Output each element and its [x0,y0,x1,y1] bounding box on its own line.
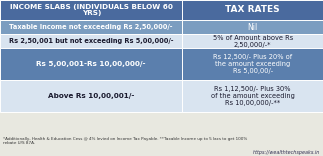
Text: Rs 2,50,001 but not exceeding Rs 5,00,000/-: Rs 2,50,001 but not exceeding Rs 5,00,00… [9,38,173,44]
Text: INCOME SLABS (INDIVIDUALS BELOW 60
YRS): INCOME SLABS (INDIVIDUALS BELOW 60 YRS) [10,3,173,17]
Text: https://wealthtechspeaks.in: https://wealthtechspeaks.in [252,150,320,155]
Text: Taxable Income not exceeding Rs 2,50,000/-: Taxable Income not exceeding Rs 2,50,000… [9,24,173,30]
Bar [0,48,182,80]
Text: Rs 1,12,500/- Plus 30%
of the amount exceeding
Rs 10,00,000/-**: Rs 1,12,500/- Plus 30% of the amount exc… [211,86,295,106]
Text: Rs 5,00,001-Rs 10,00,000/-: Rs 5,00,001-Rs 10,00,000/- [36,61,146,67]
Bar [182,0,323,20]
Text: Nil: Nil [248,22,258,32]
Bar [0,80,182,112]
Bar [182,20,323,34]
Bar [0,20,182,34]
Bar [0,0,182,20]
Text: TAX RATES: TAX RATES [225,5,280,15]
Bar [182,80,323,112]
Bar [0,134,323,156]
Text: 5% of Amount above Rs
2,50,000/-*: 5% of Amount above Rs 2,50,000/-* [213,34,293,47]
Text: Above Rs 10,00,001/-: Above Rs 10,00,001/- [48,93,134,99]
Bar [182,34,323,48]
Text: Rs 12,500/- Plus 20% of
the amount exceeding
Rs 5,00,00/-: Rs 12,500/- Plus 20% of the amount excee… [213,54,292,74]
Bar [182,48,323,80]
Text: *Additionally, Health & Education Cess @ 4% levied on Income Tax Payable. **Taxa: *Additionally, Health & Education Cess @… [3,137,247,146]
Bar [0,34,182,48]
